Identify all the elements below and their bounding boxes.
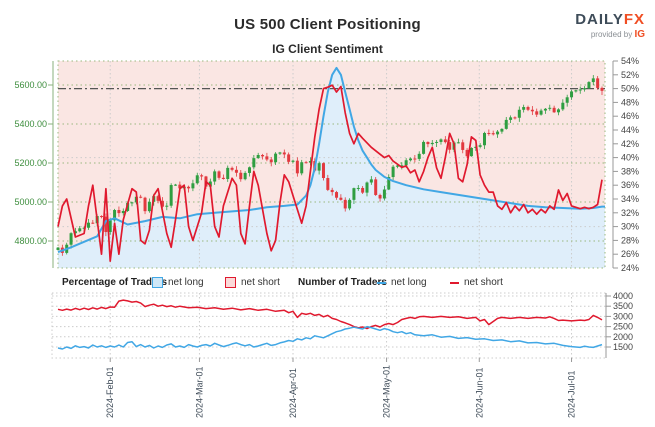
net-long-area	[58, 67, 605, 269]
legend-number-of-traders: Number of Traders	[298, 277, 387, 288]
price-axis-label: 4800.00	[14, 236, 47, 246]
date-tick-label: 2024-Apr-01	[288, 368, 298, 418]
net-long-pct-line	[57, 66, 605, 254]
percent-axis-label: 54%	[621, 56, 639, 66]
traders-axis-label: 3500	[613, 301, 633, 311]
price-axis-left: 5600.00 5400.00 5200.00 5000.00 4800.00	[14, 61, 54, 268]
percent-axis-label: 52%	[621, 70, 639, 80]
provided-by-ig: provided by IG	[590, 29, 645, 40]
price-axis-label: 5200.00	[14, 158, 47, 168]
legend-num-net-short[interactable]: net short	[450, 276, 503, 289]
percent-axis-label: 32%	[621, 208, 639, 218]
percent-axis-label: 24%	[621, 263, 639, 273]
net-short-line-icon	[450, 281, 459, 284]
price-axis-label: 5400.00	[14, 119, 47, 129]
page-title: US 500 Client Positioning	[234, 16, 421, 33]
percent-axis-label: 38%	[621, 166, 639, 176]
date-tick-label: 2024-May-01	[382, 365, 392, 418]
traders-axis-label: 1500	[613, 342, 633, 352]
legend-num-net-long[interactable]: net long	[377, 276, 427, 289]
percent-axis-label: 42%	[621, 139, 639, 149]
percent-axis-label: 46%	[621, 111, 639, 121]
date-tick-label: 2024-Mar-01	[194, 366, 204, 418]
legend-pct-net-long[interactable]: net long	[152, 276, 204, 289]
legend-pct-net-short[interactable]: net short	[225, 276, 280, 289]
date-tick-label: 2024-Jul-01	[567, 370, 577, 418]
traders-axis-label: 2000	[613, 332, 633, 342]
net-long-line-icon	[377, 281, 386, 284]
percent-axis-label: 48%	[621, 97, 639, 107]
percent-axis-label: 34%	[621, 194, 639, 204]
traders-axis-label: 2500	[613, 322, 633, 332]
percent-axis-label: 28%	[621, 235, 639, 245]
date-axis: 2024-Feb-01 2024-Mar-01 2024-Apr-01 2024-Ma…	[105, 358, 577, 418]
chart-subtitle: IG Client Sentiment	[272, 42, 383, 56]
percent-axis-label: 40%	[621, 153, 639, 163]
net-short-count-line	[57, 299, 603, 330]
percent-axis-label: 50%	[621, 84, 639, 94]
traders-axis-label: 4000	[613, 291, 633, 301]
net-long-swatch-icon	[152, 277, 163, 288]
percent-axis-label: 30%	[621, 222, 639, 232]
dailyfx-logo: DAILYFX provided by IG	[575, 12, 645, 40]
date-tick-label: 2024-Jun-01	[474, 367, 484, 418]
legend-percentage-of-traders: Percentage of Traders	[62, 277, 168, 288]
date-tick-label: 2024-Feb-01	[105, 366, 115, 418]
price-axis-label: 5600.00	[14, 80, 47, 90]
price-axis-label: 5000.00	[14, 197, 47, 207]
percent-axis-right: 54% 52% 50% 48% 46% 44% 42% 40% 38% 36% 34% 32% 30% 2…	[612, 56, 639, 273]
percent-axis-label: 26%	[621, 249, 639, 259]
net-short-pct-line	[57, 84, 603, 262]
net-short-swatch-icon	[225, 277, 236, 288]
dailyfx-logo-text: DAILYFX	[575, 11, 645, 28]
traders-axis-label: 3000	[613, 311, 633, 321]
net-long-count-line	[57, 325, 603, 350]
percent-axis-label: 44%	[621, 125, 639, 135]
percent-axis-label: 36%	[621, 180, 639, 190]
